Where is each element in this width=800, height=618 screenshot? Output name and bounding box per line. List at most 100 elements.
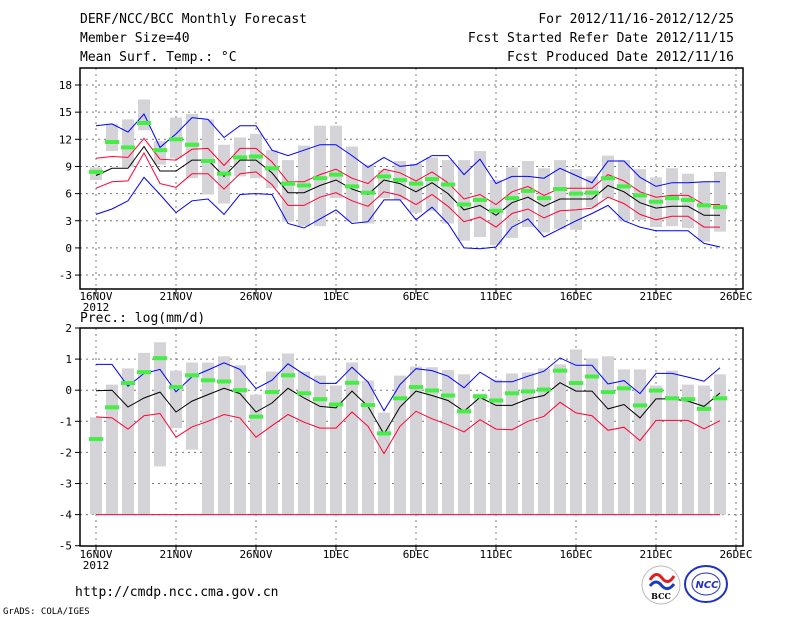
series-line-upper — [95, 137, 720, 206]
observed-marker — [441, 182, 455, 187]
observed-marker — [361, 190, 375, 195]
range-bar — [522, 161, 534, 228]
observed-marker — [649, 388, 663, 393]
x-tick-label: 16DEC — [559, 290, 592, 303]
range-bar — [314, 125, 326, 227]
observed-marker — [153, 356, 167, 361]
ncc-logo: NCC — [684, 565, 728, 603]
y-tick-label: 18 — [59, 79, 72, 92]
x-tick-label: 26DEC — [719, 548, 752, 561]
range-bar — [234, 365, 246, 515]
range-bar — [314, 375, 326, 515]
observed-marker — [105, 405, 119, 410]
observed-marker — [489, 398, 503, 403]
observed-marker — [201, 378, 215, 383]
observed-marker — [121, 381, 135, 386]
range-bar — [506, 373, 518, 515]
range-bar — [442, 369, 454, 515]
range-bar — [490, 379, 502, 515]
y-tick-label: -3 — [59, 269, 72, 282]
observed-marker — [409, 181, 423, 186]
observed-marker — [329, 402, 343, 407]
source-url[interactable]: http://cmdp.ncc.cma.gov.cn — [75, 585, 279, 600]
observed-marker — [89, 169, 103, 174]
observed-marker — [697, 203, 711, 208]
observed-marker — [121, 145, 135, 150]
observed-marker — [281, 181, 295, 186]
range-bar — [602, 356, 614, 515]
y-tick-label: -1 — [59, 415, 72, 428]
observed-marker — [361, 403, 375, 408]
range-bar — [682, 384, 694, 515]
range-bar — [426, 367, 438, 515]
x-tick-label: 11DEC — [479, 548, 512, 561]
range-bar — [154, 342, 166, 467]
observed-marker — [633, 403, 647, 408]
observed-marker — [393, 396, 407, 401]
observed-marker — [697, 406, 711, 411]
range-bar — [122, 119, 134, 168]
range-bar — [170, 370, 182, 429]
range-bar — [202, 362, 214, 515]
observed-marker — [505, 196, 519, 201]
observed-marker — [425, 177, 439, 182]
member-size: Member Size=40 — [80, 31, 190, 46]
y-tick-label: -2 — [59, 446, 72, 459]
observed-marker — [537, 387, 551, 392]
x-tick-label: 26NOV — [239, 548, 272, 561]
range-bar — [650, 385, 662, 515]
range-bar — [346, 362, 358, 515]
observed-marker — [617, 386, 631, 391]
observed-marker — [297, 391, 311, 396]
start-date: Fcst Started Refer Date 2012/11/15 — [468, 31, 734, 46]
range-bar — [458, 374, 470, 515]
range-bar — [186, 362, 198, 450]
observed-marker — [201, 159, 215, 164]
observed-marker — [473, 197, 487, 202]
observed-marker — [185, 373, 199, 378]
range-bar — [106, 384, 118, 515]
precipitation-panel: 2 1 0 -1 -2 -3 -4 -5 16NOV 21NOV 26NOV 1DEC 6DEC 11DE… — [59, 322, 753, 572]
observed-marker — [649, 199, 663, 204]
observed-marker — [249, 154, 263, 159]
observed-marker — [585, 190, 599, 195]
observed-marker — [681, 197, 695, 202]
range-bar — [218, 356, 230, 515]
y-tick-label: -4 — [59, 509, 73, 522]
y-tick-label: 2 — [65, 322, 72, 335]
observed-marker — [553, 368, 567, 373]
range-bar — [458, 160, 470, 241]
x-tick-label: 21NOV — [159, 548, 192, 561]
range-bar — [714, 374, 726, 515]
observed-marker — [665, 196, 679, 201]
x-tick-label: 21NOV — [159, 290, 192, 303]
range-bar — [330, 125, 342, 199]
range-bar — [442, 160, 454, 224]
observed-marker — [521, 188, 535, 193]
series-line-lower — [95, 401, 721, 455]
range-bar — [362, 380, 374, 515]
observed-marker — [137, 121, 151, 126]
range-bar — [330, 385, 342, 515]
range-bar — [586, 358, 598, 515]
x-tick-label: 1DEC — [323, 290, 350, 303]
forecast-period: For 2012/11/16-2012/12/25 — [538, 12, 734, 27]
observed-marker — [681, 397, 695, 402]
range-bar — [698, 385, 710, 515]
observed-marker — [377, 431, 391, 436]
observed-marker — [441, 393, 455, 398]
observed-marker — [89, 437, 103, 442]
x-year-label: 2012 — [83, 301, 110, 314]
observed-marker — [153, 148, 167, 153]
observed-marker — [169, 385, 183, 390]
range-bar — [570, 349, 582, 515]
top-variable-label: Mean Surf. Temp.: °C — [80, 50, 237, 65]
range-bar — [346, 146, 358, 222]
observed-marker — [457, 202, 471, 207]
x-tick-label: 26NOV — [239, 290, 272, 303]
observed-marker — [601, 176, 615, 181]
observed-marker — [345, 380, 359, 385]
observed-marker — [457, 409, 471, 414]
series-line-mean — [95, 145, 720, 216]
